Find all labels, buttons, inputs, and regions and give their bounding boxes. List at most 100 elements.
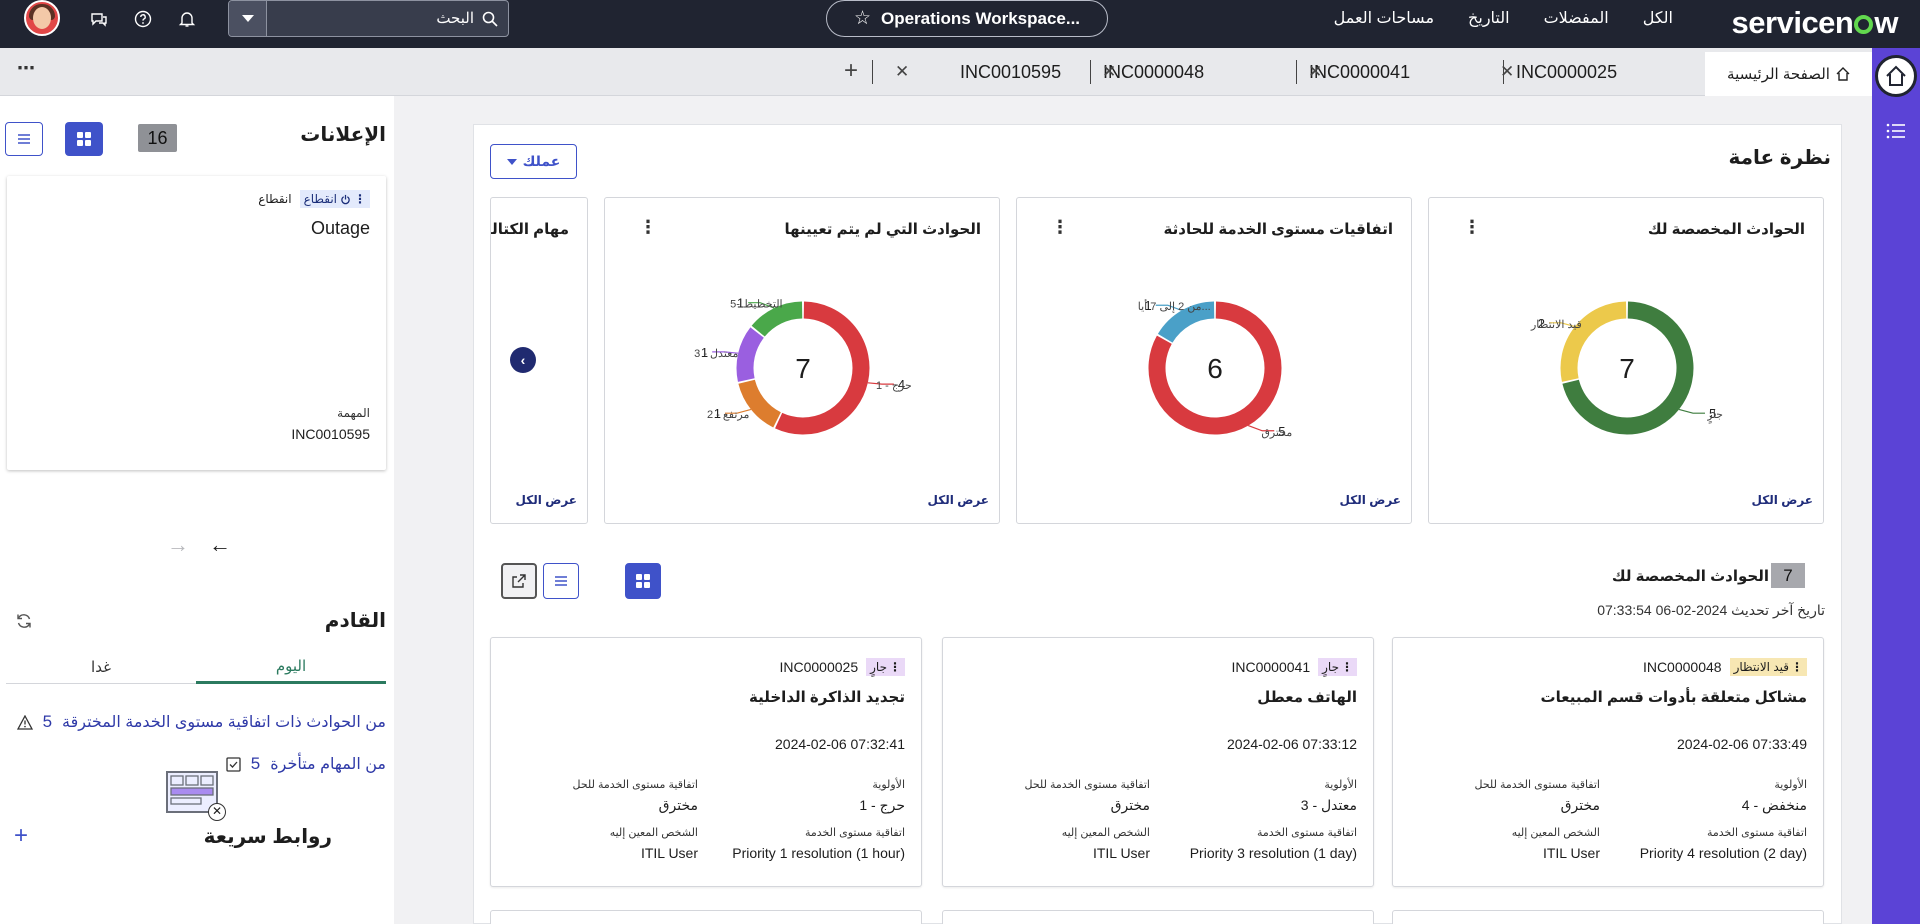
donut-segment[interactable] (1157, 301, 1215, 343)
nav-workspaces[interactable]: مساحات العمل (1333, 10, 1435, 27)
chevron-down-icon (241, 15, 254, 22)
view-all-link[interactable]: عرض الكل (1751, 493, 1813, 507)
state-badge: قيد الانتظار ⋮ (1729, 658, 1807, 676)
announcement-card[interactable]: انقطاع انقطاع ⋮ Outage المهمة INC0010595 (7, 176, 386, 470)
view-all-link[interactable]: عرض الكل (515, 493, 577, 507)
search-scope-dropdown[interactable] (229, 1, 267, 36)
list-menu-icon[interactable] (1886, 122, 1906, 145)
avatar[interactable] (24, 0, 60, 36)
incident-card[interactable]: INC0000025 جارٍ ⋮ تجديد الذاكرة الداخلية 202… (490, 637, 922, 887)
donut-segment[interactable] (775, 301, 870, 435)
grid-icon (77, 132, 91, 146)
drag-handle-icon: ⋮ (354, 192, 366, 206)
tab-inc0000041[interactable]: INC0000041 (1296, 52, 1410, 92)
assignee-value[interactable]: ITIL User (640, 845, 698, 861)
bell-icon[interactable] (176, 8, 198, 30)
incident-card[interactable]: INC0000048 قيد الانتظار ⋮ مشاكل متعلقة بأدو… (1392, 637, 1824, 887)
incident-card[interactable] (942, 910, 1374, 924)
assignee-value[interactable]: ITIL User (1542, 845, 1600, 861)
add-tab-button[interactable]: + (844, 57, 859, 84)
incident-number[interactable]: INC0000025 (779, 659, 859, 675)
assignee-label: الشخص المعين إليه (1061, 827, 1150, 839)
tab-inc0010595-close-wrap: ✕ (895, 52, 909, 92)
nav-all[interactable]: الكل (1642, 10, 1673, 27)
donut-segment[interactable] (736, 327, 765, 382)
priority-value: 4 - منخفض (1741, 797, 1807, 813)
your-work-dropdown[interactable]: عملك (490, 144, 577, 179)
outage-tag-label: انقطاع (303, 192, 337, 206)
help-icon[interactable] (132, 8, 154, 30)
workspace-pill[interactable]: ☆ Operations Workspace... (826, 0, 1108, 37)
incident-number[interactable]: INC0000048 (1642, 659, 1722, 675)
segment-value: 2 (1538, 316, 1545, 331)
leader-line (1678, 408, 1705, 414)
list-view-button[interactable] (543, 563, 579, 599)
close-icon[interactable]: ✕ (1308, 62, 1323, 81)
incident-card[interactable] (490, 910, 922, 924)
workspace-name: Operations Workspace... (881, 8, 1081, 28)
star-icon[interactable]: ☆ (853, 8, 871, 29)
tab-inc0000025[interactable]: INC0000025 (1503, 52, 1617, 92)
close-circle-icon[interactable]: ✕ (208, 803, 226, 821)
arrow-left-icon[interactable]: ← (209, 532, 231, 557)
rail-home-button[interactable] (1875, 55, 1917, 97)
list-view-button[interactable] (5, 122, 43, 156)
tab-today[interactable]: اليوم (196, 650, 386, 684)
sla-resolve-value: مخترق (1110, 797, 1150, 813)
carousel-prev-button[interactable]: ‹ (510, 347, 536, 373)
sidebar: الإعلانات 16 انقطاع انقطاع ⋮ Outage المه… (0, 96, 394, 924)
tab-label: INC0000041 (1309, 61, 1411, 82)
kebab-menu-icon[interactable]: ⋮ (1463, 217, 1481, 237)
assigned-count-badge: 7 (1771, 563, 1805, 588)
tab-tomorrow[interactable]: غدا (91, 659, 111, 676)
grid-view-button[interactable] (625, 563, 661, 599)
refresh-icon[interactable] (15, 612, 33, 635)
upcoming-text: من المهام متأخرة (270, 756, 386, 773)
incident-number[interactable]: INC0000041 (1231, 659, 1311, 675)
donut-segment[interactable] (1562, 301, 1694, 435)
open-in-new-button[interactable] (501, 563, 537, 599)
incident-title: الهاتف معطل (1257, 689, 1357, 706)
grid-view-button[interactable] (65, 122, 103, 156)
upcoming-item-overdue-tasks[interactable]: 5 من المهام متأخرة (226, 754, 386, 774)
assignee-value[interactable]: ITIL User (1092, 845, 1150, 861)
donut-segment[interactable] (751, 301, 803, 337)
upcoming-text: من الحوادث ذات اتفاقية مستوى الخدمة المخ… (62, 714, 386, 731)
upcoming-item-breached-sla[interactable]: 5 من الحوادث ذات اتفاقية مستوى الخدمة ال… (16, 712, 386, 732)
tab-home[interactable]: الصفحة الرئيسية (1705, 52, 1872, 96)
incident-card[interactable]: INC0000041 جارٍ ⋮ الهاتف معطل 2024-02-06 07:… (942, 637, 1374, 887)
kebab-menu-icon[interactable]: ⋮ (639, 217, 657, 237)
nav-history[interactable]: التاريخ (1468, 10, 1510, 27)
segment-label: حرج - 1 (876, 380, 912, 392)
tab-inc0010595[interactable]: INC0010595 (960, 52, 1061, 92)
more-options-icon[interactable]: ⋯ (17, 58, 36, 78)
kebab-menu-icon[interactable]: ⋮ (1051, 217, 1069, 237)
add-quick-link-button[interactable]: + (14, 822, 29, 849)
donut-segment[interactable] (1148, 301, 1282, 435)
close-icon[interactable]: ✕ (895, 62, 910, 81)
leader-line (867, 382, 894, 385)
tab-inc0000048[interactable]: INC0000048 (1090, 52, 1204, 92)
incident-card[interactable] (1392, 910, 1824, 924)
external-link-icon (512, 574, 526, 588)
chat-icon[interactable] (88, 8, 110, 30)
sla-label: اتفاقية مستوى الخدمة (1256, 827, 1357, 839)
close-icon[interactable]: ✕ (1102, 62, 1117, 81)
logo-text-left: servicen (1731, 5, 1854, 40)
view-all-link[interactable]: عرض الكل (927, 493, 989, 507)
donut-segment[interactable] (738, 379, 782, 428)
quick-links-title: روابط سريعة (203, 826, 332, 848)
close-icon[interactable]: ✕ (1500, 62, 1515, 81)
nav-favorites[interactable]: المفضلات (1543, 10, 1609, 27)
leader-line (1248, 425, 1275, 432)
search-input[interactable] (294, 10, 474, 27)
servicenow-logo[interactable]: servicen w (1731, 5, 1899, 41)
donut-segment[interactable] (1560, 301, 1627, 382)
arrow-right-icon[interactable]: → (167, 532, 189, 557)
task-value[interactable]: INC0010595 (291, 426, 370, 442)
view-all-link[interactable]: عرض الكل (1339, 493, 1401, 507)
incident-title: تجديد الذاكرة الداخلية (749, 689, 905, 706)
outage-tag: انقطاع ⋮ (299, 190, 370, 208)
tab-inc0000041-close-wrap: ✕ (1308, 52, 1322, 92)
